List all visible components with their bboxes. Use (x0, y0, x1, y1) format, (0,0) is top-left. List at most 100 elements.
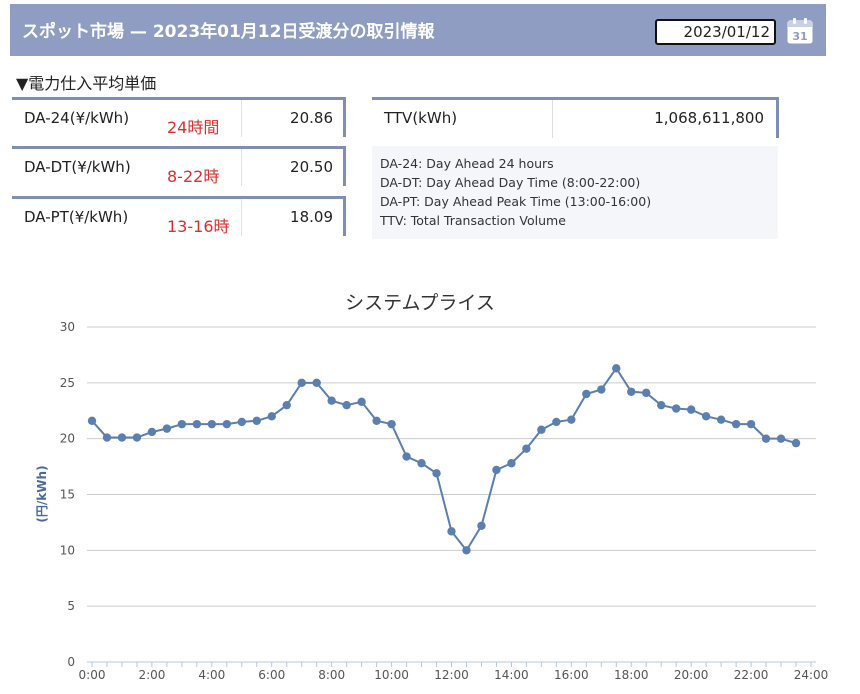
price-value: 20.50 (290, 158, 333, 176)
x-tick-label: 22:00 (734, 668, 769, 682)
price-box-da24: DA-24(¥/kWh) 24時間 20.86 (12, 97, 346, 137)
date-input[interactable]: 2023/01/12 (655, 19, 776, 45)
divider (552, 100, 553, 138)
series-line (91, 367, 797, 552)
data-point[interactable] (507, 459, 516, 468)
y-axis-label: (円/kWh) (35, 465, 49, 522)
data-point[interactable] (357, 397, 366, 407)
note-da24: DA-24: Day Ahead 24 hours (380, 156, 554, 171)
y-tick-label: 30 (60, 320, 75, 334)
x-tick-label: 2:00 (138, 668, 165, 682)
ttv-box: TTV(kWh) 1,068,611,800 (372, 97, 779, 138)
data-point[interactable] (746, 419, 756, 429)
ttv-label: TTV(kWh) (384, 109, 458, 127)
data-point[interactable] (312, 378, 321, 388)
data-point[interactable] (252, 416, 261, 425)
data-point[interactable] (192, 419, 202, 429)
x-tick-label: 0:00 (79, 668, 106, 682)
data-point[interactable] (716, 415, 726, 424)
x-tick-label: 20:00 (674, 668, 709, 682)
price-box-dapt: DA-PT(¥/kWh) 13-16時 18.09 (12, 196, 346, 236)
data-point[interactable] (177, 419, 187, 429)
data-point[interactable] (657, 400, 666, 410)
data-point[interactable] (582, 389, 591, 399)
price-hours: 8-22時 (167, 167, 220, 186)
data-point[interactable] (462, 546, 471, 555)
x-tick-label: 18:00 (614, 668, 649, 682)
y-tick-label: 25 (60, 376, 75, 390)
x-tick-label: 4:00 (198, 668, 225, 682)
x-tick-label: 16:00 (554, 668, 589, 682)
data-point[interactable] (282, 400, 291, 410)
price-hours: 24時間 (167, 118, 220, 137)
data-point[interactable] (87, 416, 97, 425)
divider (241, 199, 242, 236)
data-point[interactable] (627, 387, 636, 396)
data-point[interactable] (686, 405, 696, 414)
data-point[interactable] (597, 385, 606, 394)
x-tick-label: 14:00 (494, 668, 529, 682)
x-tick-label: 24:00 (794, 668, 829, 682)
x-tick-label: 10:00 (374, 668, 409, 682)
data-point[interactable] (237, 417, 246, 427)
section-title: ▼電力仕入平均単価 (16, 74, 157, 93)
data-point[interactable] (567, 415, 576, 424)
note-dapt: DA-PT: Day Ahead Peak Time (13:00-16:00) (380, 194, 652, 209)
data-point[interactable] (537, 425, 546, 434)
data-point[interactable] (342, 400, 351, 410)
data-point[interactable] (162, 424, 172, 433)
data-point[interactable] (102, 433, 112, 442)
data-point[interactable] (297, 378, 306, 388)
data-point[interactable] (761, 434, 771, 443)
data-point[interactable] (222, 419, 232, 429)
data-point[interactable] (492, 465, 501, 475)
data-point[interactable] (267, 412, 276, 421)
price-label: DA-24(¥/kWh) (24, 109, 130, 127)
legend-notes: DA-24: Day Ahead 24 hours DA-DT: Day Ahe… (372, 146, 778, 239)
data-point[interactable] (417, 459, 426, 468)
data-point[interactable] (642, 388, 651, 398)
note-dadt: DA-DT: Day Ahead Day Time (8:00-22:00) (380, 175, 641, 190)
header-bar: スポット市場 — 2023年01月12日受渡分の取引情報 2023/01/12 … (10, 4, 826, 56)
data-point[interactable] (387, 419, 396, 429)
y-tick-label: 10 (60, 543, 75, 557)
data-point[interactable] (701, 412, 711, 421)
data-point[interactable] (776, 434, 786, 443)
price-value: 20.86 (290, 109, 333, 127)
data-point[interactable] (791, 438, 801, 448)
data-point[interactable] (432, 469, 441, 478)
note-ttv: TTV: Total Transaction Volume (380, 213, 566, 228)
data-point[interactable] (147, 427, 157, 437)
price-box-dadt: DA-DT(¥/kWh) 8-22時 20.50 (12, 146, 346, 186)
divider (241, 149, 242, 186)
data-point[interactable] (402, 452, 411, 461)
calendar-icon[interactable]: 31 (786, 17, 814, 45)
data-point[interactable] (132, 433, 142, 442)
y-tick-label: 15 (60, 488, 75, 502)
price-label: DA-PT(¥/kWh) (24, 208, 129, 226)
divider (241, 100, 242, 137)
data-point[interactable] (327, 396, 336, 405)
price-hours: 13-16時 (167, 217, 230, 236)
data-point[interactable] (477, 521, 486, 530)
y-tick-label: 5 (67, 599, 75, 613)
x-tick-label: 6:00 (258, 668, 285, 682)
data-point[interactable] (612, 364, 621, 373)
calendar-day-text: 31 (792, 30, 807, 43)
data-point[interactable] (671, 404, 681, 413)
data-point[interactable] (731, 419, 741, 429)
data-point[interactable] (447, 527, 456, 536)
chart-title: システムプライス (345, 292, 495, 314)
price-label: DA-DT(¥/kWh) (24, 158, 131, 176)
ttv-value: 1,068,611,800 (654, 109, 764, 127)
data-point[interactable] (522, 444, 531, 453)
data-point[interactable] (552, 417, 561, 427)
data-point[interactable] (207, 419, 217, 429)
data-point[interactable] (372, 416, 381, 425)
x-tick-label: 12:00 (434, 668, 469, 682)
x-tick-label: 8:00 (318, 668, 345, 682)
y-tick-label: 0 (67, 655, 75, 669)
data-point[interactable] (117, 433, 127, 442)
price-value: 18.09 (290, 208, 333, 226)
